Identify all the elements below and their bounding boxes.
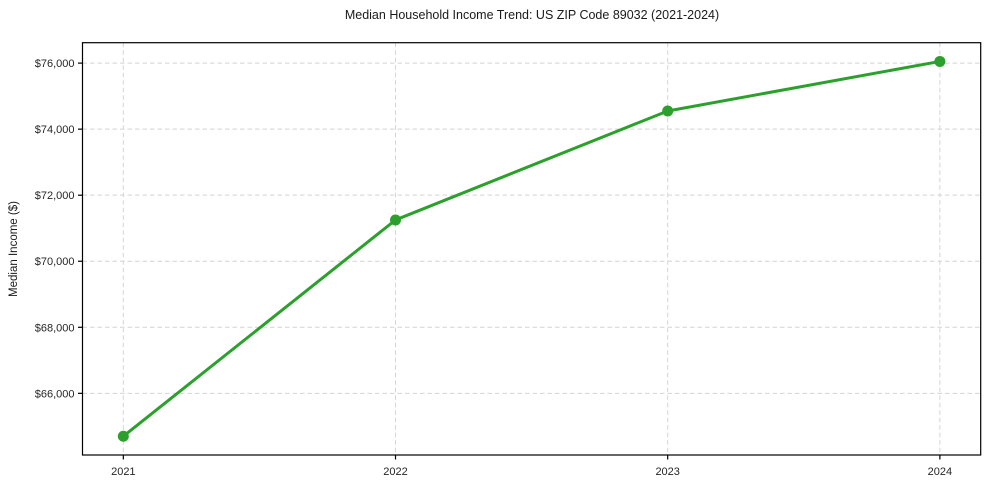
data-point-marker bbox=[934, 55, 946, 67]
y-tick-label: $66,000 bbox=[35, 388, 75, 400]
trend-line bbox=[121, 59, 942, 438]
y-tick-label: $72,000 bbox=[35, 190, 75, 202]
x-tick-label: 2022 bbox=[383, 466, 407, 478]
axes-spines bbox=[81, 42, 982, 456]
y-tick-label: $70,000 bbox=[35, 256, 75, 268]
y-tick-label: $76,000 bbox=[35, 58, 75, 70]
data-point-marker bbox=[117, 430, 129, 442]
chart-title: Median Household Income Trend: US ZIP Co… bbox=[344, 8, 720, 22]
y-tick-label: $68,000 bbox=[35, 322, 75, 334]
x-tick-label: 2024 bbox=[928, 466, 952, 478]
x-tick-label: 2023 bbox=[655, 466, 679, 478]
x-tick-label: 2021 bbox=[111, 466, 135, 478]
data-point-marker bbox=[662, 105, 674, 117]
y-tick-label: $74,000 bbox=[35, 124, 75, 136]
data-point-marker bbox=[390, 214, 402, 226]
